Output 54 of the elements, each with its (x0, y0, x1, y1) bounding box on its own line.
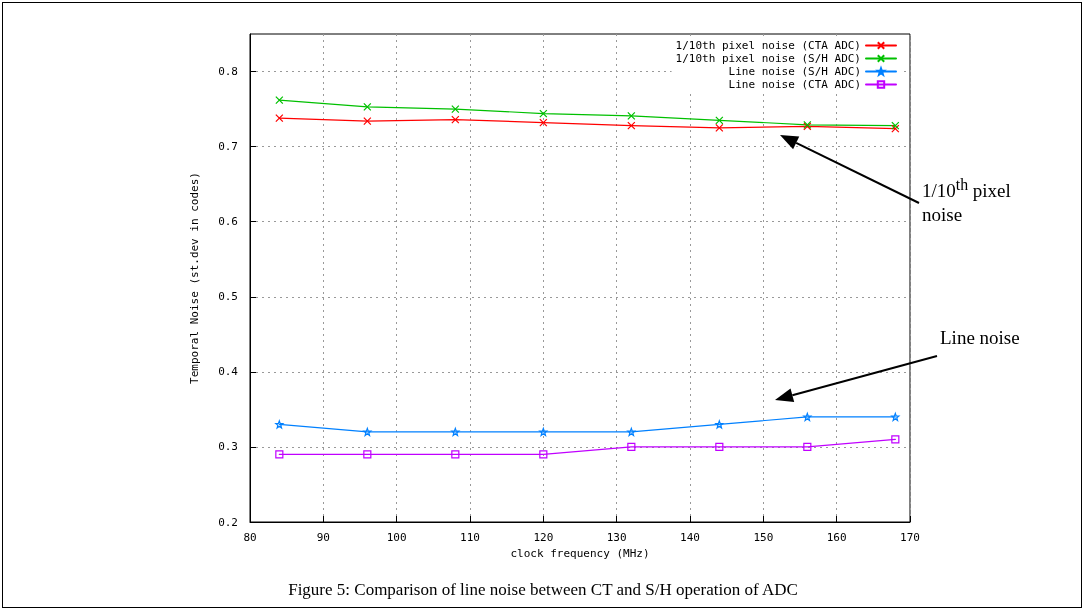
point (451, 450, 460, 459)
point (451, 115, 460, 124)
x-tick-label: 110 (460, 531, 480, 544)
point (275, 420, 284, 429)
point (891, 435, 900, 444)
point (363, 102, 372, 111)
x-tick-label: 150 (753, 531, 774, 544)
point (451, 104, 460, 114)
legend-label: Line noise (S/H ADC) (728, 65, 861, 78)
x-tick-label: 140 (680, 531, 700, 544)
caption: Figure 5: Comparison of line noise between CT and S/H operation of ADC (287, 579, 799, 601)
x-tick-label: 80 (243, 531, 257, 544)
point (627, 111, 636, 120)
point (627, 442, 636, 452)
y-axis-title: Temporal Noise (st.dev in codes) (188, 172, 201, 384)
x-tick-label: 90 (316, 531, 330, 544)
point (539, 450, 548, 459)
y-tick-label: 0.5 (218, 290, 238, 304)
point (539, 118, 548, 127)
point (891, 412, 900, 421)
point (275, 450, 284, 459)
point (803, 442, 812, 452)
point (275, 95, 284, 105)
point (627, 121, 636, 130)
x-tick-label: 170 (900, 531, 920, 544)
legend-label: Line noise (CTA ADC) (728, 78, 861, 91)
point (363, 427, 372, 437)
y-tick-label: 0.2 (218, 515, 238, 529)
x-tick-label: 160 (826, 531, 847, 544)
text: Line noise (940, 326, 1020, 350)
point (451, 427, 460, 437)
point (363, 116, 372, 126)
point (363, 450, 372, 459)
point (715, 420, 724, 429)
y-tick-label: 0.7 (218, 140, 238, 154)
x-tick-label: 100 (386, 531, 407, 544)
y-tick-label: 0.4 (218, 365, 239, 379)
x-tick-label: 120 (533, 531, 554, 544)
point (539, 109, 548, 118)
y-tick-label: 0.3 (218, 440, 238, 454)
y-tick-label: 0.6 (218, 215, 238, 229)
x-tick-label: 130 (606, 531, 627, 544)
point (715, 442, 724, 452)
point (803, 412, 812, 421)
legend-label: 1/10th pixel noise (S/H ADC) (675, 52, 861, 65)
point (539, 427, 548, 437)
y-tick-label: 0.8 (218, 65, 238, 79)
point (275, 113, 284, 123)
text: 1/10$^{th}$ pixel noise (922, 175, 1012, 228)
legend-label: 1/10th pixel noise (CTA ADC) (675, 39, 861, 52)
point (715, 123, 724, 132)
point (715, 116, 724, 125)
x-axis-title: clock frequency (MHz) (510, 547, 650, 560)
point (627, 427, 636, 437)
